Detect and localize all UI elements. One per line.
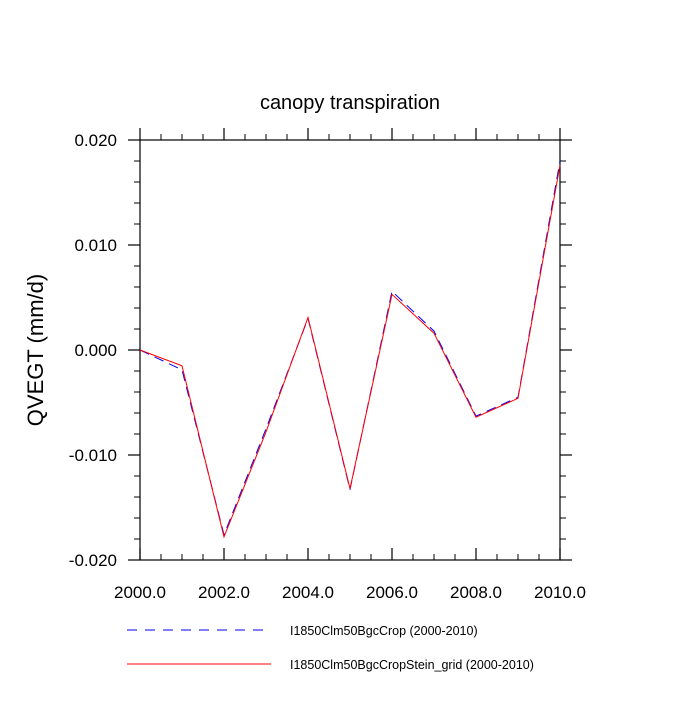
y-tick-label: 0.020 [74,131,117,150]
x-tick-label: 2002.0 [198,583,250,602]
legend-label-1: I1850Clm50BgcCrop (2000-2010) [290,624,478,638]
x-tick-label: 2006.0 [366,583,418,602]
series-line-1 [139,160,561,537]
y-tick-label: 0.000 [74,341,117,360]
plot-frame [139,139,561,561]
series-line-2 [139,165,561,539]
x-tick-label: 2008.0 [450,583,502,602]
y-tick-label: -0.010 [69,446,117,465]
plot-area: 2000.0 2002.0 2004.0 2006.0 2008.0 2010.0 -0.0… [69,128,586,602]
legend-label-2: I1850Clm50BgcCropStein_grid (2000-2010) [290,658,534,672]
y-tick-label: -0.020 [69,551,117,570]
legend: I1850Clm50BgcCrop (2000-2010) I1850Clm50B… [127,624,534,672]
x-tick-label: 2000.0 [114,583,166,602]
x-tick-label: 2010.0 [534,583,586,602]
x-tick-label: 2004.0 [282,583,334,602]
y-tick-label: 0.010 [74,236,117,255]
y-axis-label: QVEGT (mm/d) [23,274,48,426]
chart-title: canopy transpiration [260,92,440,114]
